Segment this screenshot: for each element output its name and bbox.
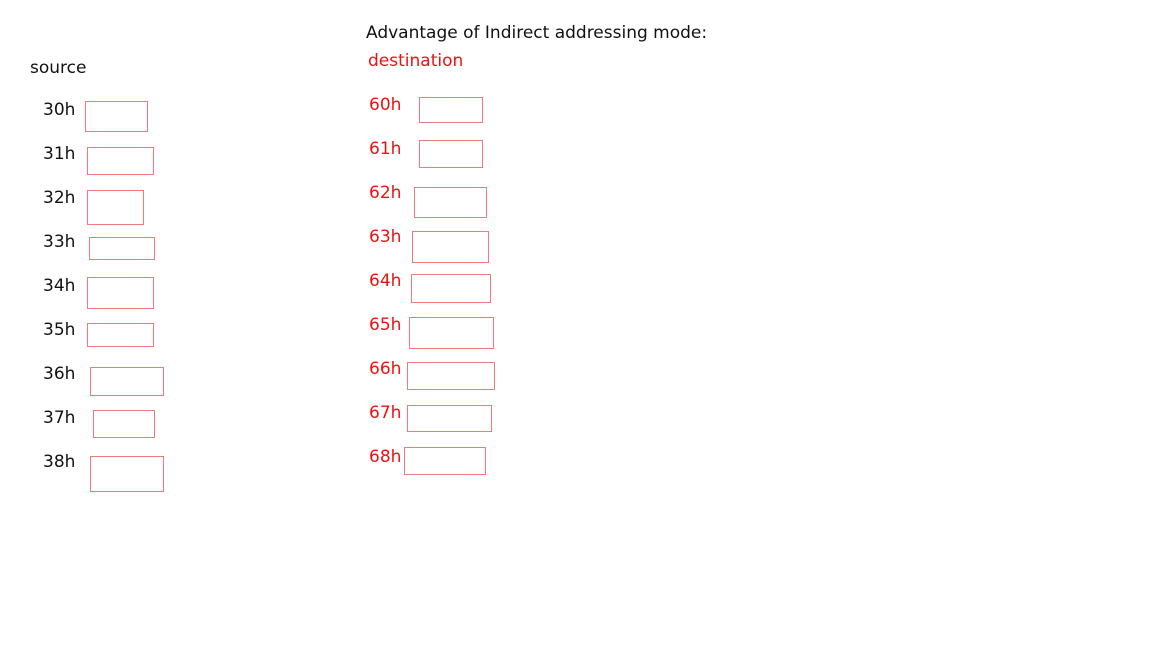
destination-memory-box <box>407 362 495 390</box>
source-address-label: 36h <box>43 364 76 384</box>
source-address-label: 32h <box>43 188 76 208</box>
destination-memory-box <box>419 97 483 123</box>
source-address-label: 30h <box>43 100 76 120</box>
source-label: source <box>30 58 87 78</box>
source-address-label: 31h <box>43 144 76 164</box>
destination-address-label: 64h <box>369 271 402 291</box>
destination-address-label: 66h <box>369 359 402 379</box>
destination-address-label: 61h <box>369 139 402 159</box>
source-address-label: 38h <box>43 452 76 472</box>
source-memory-box <box>85 101 148 132</box>
source-address-label: 35h <box>43 320 76 340</box>
source-memory-box <box>87 277 154 309</box>
destination-address-label: 62h <box>369 183 402 203</box>
destination-address-label: 65h <box>369 315 402 335</box>
source-memory-box <box>87 147 154 175</box>
source-address-label: 37h <box>43 408 76 428</box>
destination-memory-box <box>404 447 486 475</box>
destination-memory-box <box>411 274 491 303</box>
destination-memory-box <box>414 187 487 218</box>
destination-address-label: 67h <box>369 403 402 423</box>
source-memory-box <box>87 323 154 347</box>
source-address-label: 33h <box>43 232 76 252</box>
destination-memory-box <box>409 317 494 349</box>
source-memory-box <box>89 237 155 260</box>
destination-label: destination <box>368 51 464 71</box>
destination-memory-box <box>419 140 483 168</box>
diagram-title: Advantage of Indirect addressing mode: <box>366 23 708 43</box>
source-memory-box <box>87 190 144 225</box>
destination-memory-box <box>407 405 492 432</box>
source-memory-box <box>90 456 164 492</box>
source-memory-box <box>93 410 155 438</box>
destination-memory-box <box>412 231 489 263</box>
destination-address-label: 68h <box>369 447 402 467</box>
source-memory-box <box>90 367 164 396</box>
destination-address-label: 63h <box>369 227 402 247</box>
destination-address-label: 60h <box>369 95 402 115</box>
source-address-label: 34h <box>43 276 76 296</box>
